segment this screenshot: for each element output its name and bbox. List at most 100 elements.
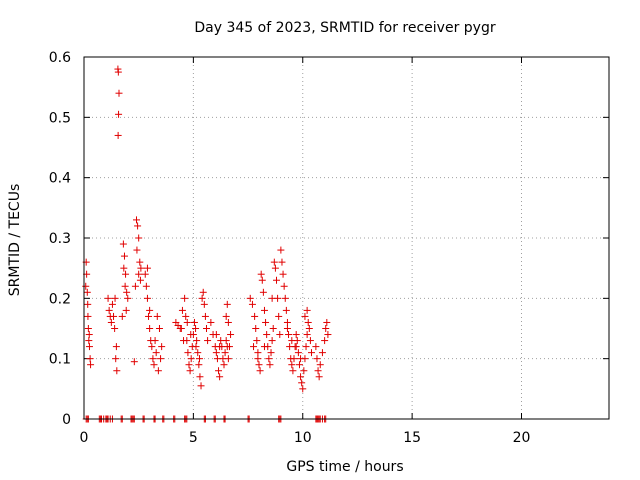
y-tick-label: 0.6 — [49, 50, 71, 66]
data-point — [123, 288, 131, 296]
data-point — [153, 312, 161, 320]
data-point — [187, 355, 195, 363]
data-point — [137, 264, 145, 272]
data-point — [302, 343, 310, 351]
y-tick-label: 0.3 — [49, 231, 71, 247]
data-point — [154, 367, 162, 375]
data-point — [256, 367, 264, 375]
tick-labels: 0 5 10 15 20 0 0.1 0.2 0.3 0.4 0.5 0.6 — [49, 50, 531, 446]
data-point — [246, 294, 254, 302]
data-point — [225, 343, 233, 351]
data-point — [111, 294, 119, 302]
data-point — [295, 361, 303, 369]
data-point — [204, 337, 212, 345]
data-point — [136, 276, 144, 284]
data-point — [227, 331, 235, 339]
data-point — [130, 358, 138, 366]
data-point — [220, 361, 228, 369]
data-point — [306, 337, 314, 345]
data-point — [323, 318, 331, 326]
data-point — [260, 306, 268, 314]
data-point — [222, 312, 230, 320]
chart-title: Day 345 of 2023, SRMTID for receiver pyg… — [194, 20, 495, 36]
x-tick-label: 20 — [513, 430, 531, 446]
data-point — [283, 318, 291, 326]
y-axis-label: SRMTID / TECUs — [7, 184, 23, 297]
x-tick-label: 5 — [189, 430, 198, 446]
data-point — [300, 367, 308, 375]
data-point — [84, 300, 92, 308]
data-point — [113, 367, 121, 375]
data-point — [197, 382, 205, 390]
data-point — [283, 325, 291, 332]
data-point — [212, 349, 220, 357]
data-point — [207, 318, 215, 326]
data-point — [190, 318, 198, 326]
data-point — [312, 343, 320, 351]
data-point — [84, 325, 92, 332]
data-point — [115, 89, 123, 97]
data-point — [216, 373, 224, 381]
data-point — [257, 270, 265, 278]
data-point — [255, 361, 263, 369]
data-point — [292, 331, 300, 339]
data-point — [318, 349, 326, 357]
x-tick-label: 10 — [294, 430, 312, 446]
x-axis-label: GPS time / hours — [286, 459, 403, 475]
data-point — [122, 270, 130, 278]
data-point — [187, 331, 195, 339]
data-point — [263, 331, 271, 339]
y-tick-label: 0.1 — [49, 352, 71, 368]
data-point — [248, 300, 256, 308]
data-point — [260, 343, 268, 351]
data-point — [196, 373, 204, 381]
data-point — [298, 379, 306, 387]
data-point — [254, 349, 262, 357]
data-point — [135, 270, 143, 278]
data-point — [305, 325, 313, 332]
data-point — [136, 258, 144, 266]
data-point — [183, 318, 191, 326]
data-point — [85, 337, 93, 345]
data-point — [141, 270, 149, 278]
data-point — [87, 361, 95, 369]
data-point — [155, 325, 163, 332]
data-point — [270, 258, 278, 266]
data-point — [105, 306, 113, 314]
data-point — [224, 355, 232, 363]
data-point — [259, 288, 267, 296]
data-point — [278, 258, 286, 266]
data-point — [267, 349, 275, 357]
data-point — [276, 331, 284, 339]
data-point — [297, 355, 305, 363]
data-point — [258, 276, 266, 284]
data-point — [85, 343, 93, 351]
y-tick-label: 0 — [62, 412, 71, 428]
data-point — [266, 361, 274, 369]
data-point — [143, 294, 151, 302]
data-point — [121, 282, 129, 290]
data-point — [273, 276, 280, 284]
data-point — [131, 282, 139, 290]
data-point — [120, 252, 128, 260]
data-point — [288, 361, 296, 369]
data-point — [185, 361, 193, 369]
data-point — [114, 131, 122, 139]
data-point — [108, 300, 116, 308]
data-point — [133, 246, 141, 254]
data-point — [148, 343, 156, 351]
data-point — [322, 325, 330, 332]
data-point — [107, 318, 115, 326]
data-point — [200, 300, 208, 308]
data-point — [86, 355, 94, 363]
data-point — [299, 385, 307, 393]
data-point — [181, 294, 189, 302]
data-point — [308, 349, 315, 357]
data-point — [216, 343, 224, 351]
data-point — [152, 349, 160, 357]
data-point — [143, 264, 151, 272]
data-point — [177, 325, 185, 332]
data-point — [250, 343, 258, 351]
data-point — [112, 343, 120, 351]
